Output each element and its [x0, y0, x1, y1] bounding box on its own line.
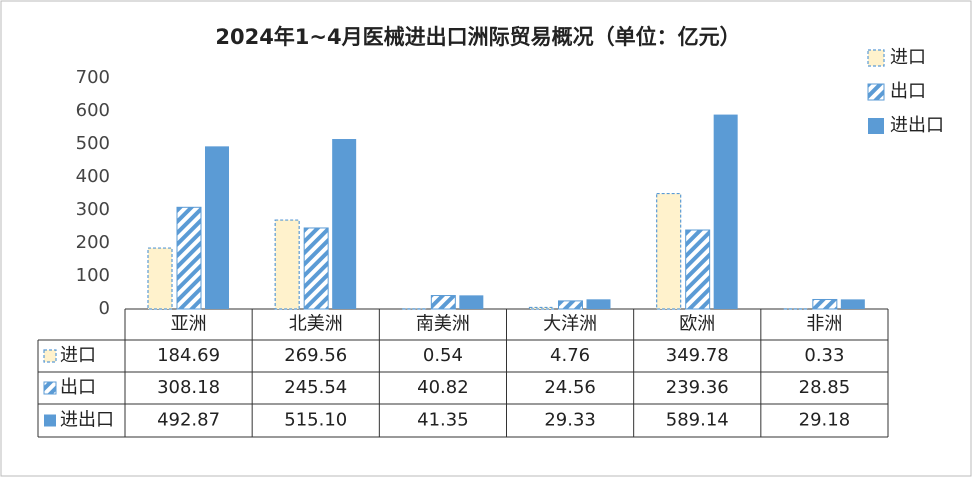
- bar: [303, 227, 329, 310]
- table-value: 269.56: [284, 345, 347, 366]
- table-key: [44, 414, 56, 427]
- table-value: 349.78: [666, 345, 729, 366]
- table-value: 589.14: [666, 410, 729, 431]
- bar: [459, 295, 484, 309]
- legend-label: 出口: [890, 81, 926, 102]
- x-tick-label: 亚洲: [171, 314, 207, 335]
- bar: [840, 299, 865, 309]
- chart-title: 2024年1~4月医械进出口洲际贸易概况（单位：亿元）: [215, 25, 740, 49]
- table-value: 40.82: [417, 377, 469, 398]
- y-tick-label: 200: [76, 232, 110, 253]
- y-tick-label: 700: [76, 67, 110, 88]
- table-value: 0.54: [423, 345, 463, 366]
- table-value: 515.10: [284, 410, 347, 431]
- bar: [332, 139, 357, 309]
- table-value: 308.18: [157, 377, 220, 398]
- x-tick-label: 北美洲: [289, 314, 343, 335]
- y-tick-label: 300: [76, 199, 110, 220]
- legend-key: [867, 49, 885, 67]
- table-value: 24.56: [544, 377, 596, 398]
- table-value: 0.33: [804, 345, 844, 366]
- x-tick-label: 非洲: [806, 314, 842, 335]
- bar: [528, 306, 555, 310]
- table-value: 245.54: [284, 377, 347, 398]
- y-tick-label: 100: [76, 265, 110, 286]
- bar: [176, 206, 202, 310]
- y-tick-label: 600: [76, 100, 110, 121]
- bar: [685, 229, 711, 310]
- x-tick-label: 大洋洲: [543, 314, 597, 335]
- table-key: [43, 381, 57, 395]
- table-value: 28.85: [799, 377, 851, 398]
- y-tick-label: 500: [76, 133, 110, 154]
- table-value: 4.76: [550, 345, 590, 366]
- legend-label: 进出口: [890, 115, 944, 136]
- y-tick-label: 0: [99, 298, 110, 319]
- row-label: 进口: [60, 345, 96, 366]
- bar: [274, 219, 300, 310]
- table-value: 184.69: [157, 345, 220, 366]
- table-value: 492.87: [157, 410, 220, 431]
- row-label: 进出口: [60, 410, 114, 431]
- bar: [713, 114, 738, 309]
- x-tick-label: 南美洲: [416, 314, 470, 335]
- y-tick-label: 400: [76, 166, 110, 187]
- bar: [147, 247, 173, 310]
- table-key: [43, 349, 57, 363]
- legend-key: [867, 83, 885, 101]
- table-value: 239.36: [666, 377, 729, 398]
- legend-label: 进口: [890, 47, 926, 68]
- bar: [586, 299, 611, 309]
- table-value: 29.33: [544, 410, 596, 431]
- table-value: 41.35: [417, 410, 469, 431]
- row-label: 出口: [60, 377, 96, 398]
- legend-key: [868, 118, 884, 134]
- table-value: 29.18: [799, 410, 851, 431]
- bar: [656, 192, 682, 310]
- bar: [812, 298, 838, 310]
- bar: [558, 300, 583, 310]
- x-tick-label: 欧洲: [679, 314, 715, 335]
- bar: [430, 295, 456, 310]
- bar: [205, 146, 229, 309]
